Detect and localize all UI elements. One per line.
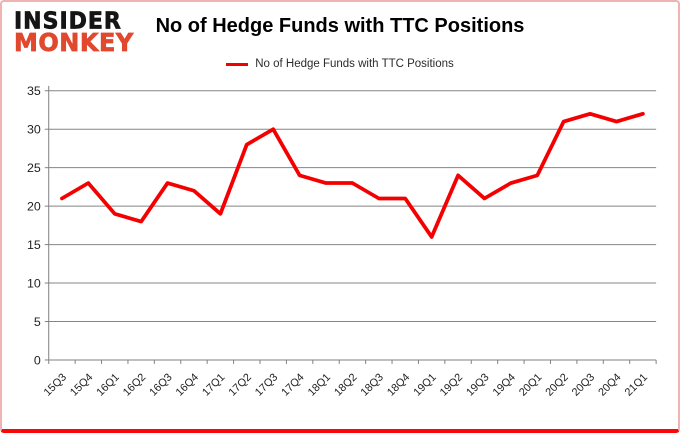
x-tick-label: 16Q2 [121,371,148,398]
x-axis-labels: 15Q315Q416Q116Q216Q316Q417Q117Q217Q317Q4… [42,371,650,398]
y-tick-label: 10 [27,277,41,291]
legend-label: No of Hedge Funds with TTC Positions [255,58,454,70]
x-tick-label: 18Q2 [332,371,359,398]
x-tick-label: 17Q3 [253,371,280,398]
x-tick-label: 20Q3 [570,371,597,398]
legend-line-swatch [226,62,249,66]
series-line [60,111,645,239]
gridlines [44,90,657,361]
logo-text-monkey: MONKEY [14,28,134,58]
x-tick-label: 19Q4 [491,371,518,398]
y-tick-label: 0 [34,353,41,367]
insider-monkey-logo: INSIDER MONKEY [14,8,134,58]
legend: No of Hedge Funds with TTC Positions [2,58,678,70]
x-tick-label: 18Q4 [385,371,412,398]
x-tick-label: 17Q4 [279,371,306,398]
x-tick-label: 19Q2 [438,371,465,398]
x-tick-label: 16Q1 [94,371,121,398]
logo-text-insider: INSIDER [14,8,122,35]
y-tick-label: 25 [27,161,41,175]
x-tick-label: 20Q1 [517,371,544,398]
y-tick-label: 20 [27,200,41,214]
x-tick-label: 21Q1 [623,371,650,398]
x-tick-label: 20Q2 [543,371,570,398]
x-tick-label: 16Q3 [147,371,174,398]
x-tick-label: 16Q4 [174,371,201,398]
x-tick-label: 17Q1 [200,371,227,398]
x-tick-label: 19Q1 [411,371,438,398]
x-tick-label: 15Q4 [68,371,95,398]
x-tick-label: 17Q2 [226,371,253,398]
x-tick-label: 15Q3 [42,371,69,398]
x-tick-label: 18Q3 [359,371,386,398]
chart-title: No of Hedge Funds with TTC Positions [155,15,525,37]
y-axis-labels: 0 5 10 15 20 25 30 35 [27,84,41,367]
x-ticks [48,359,657,364]
y-tick-label: 35 [27,84,41,98]
y-tick-label: 15 [27,238,41,252]
x-tick-label: 19Q3 [464,371,491,398]
x-tick-label: 20Q4 [596,371,623,398]
x-tick-label: 18Q1 [306,371,333,398]
y-tick-label: 30 [27,123,41,137]
y-tick-label: 5 [34,315,41,329]
